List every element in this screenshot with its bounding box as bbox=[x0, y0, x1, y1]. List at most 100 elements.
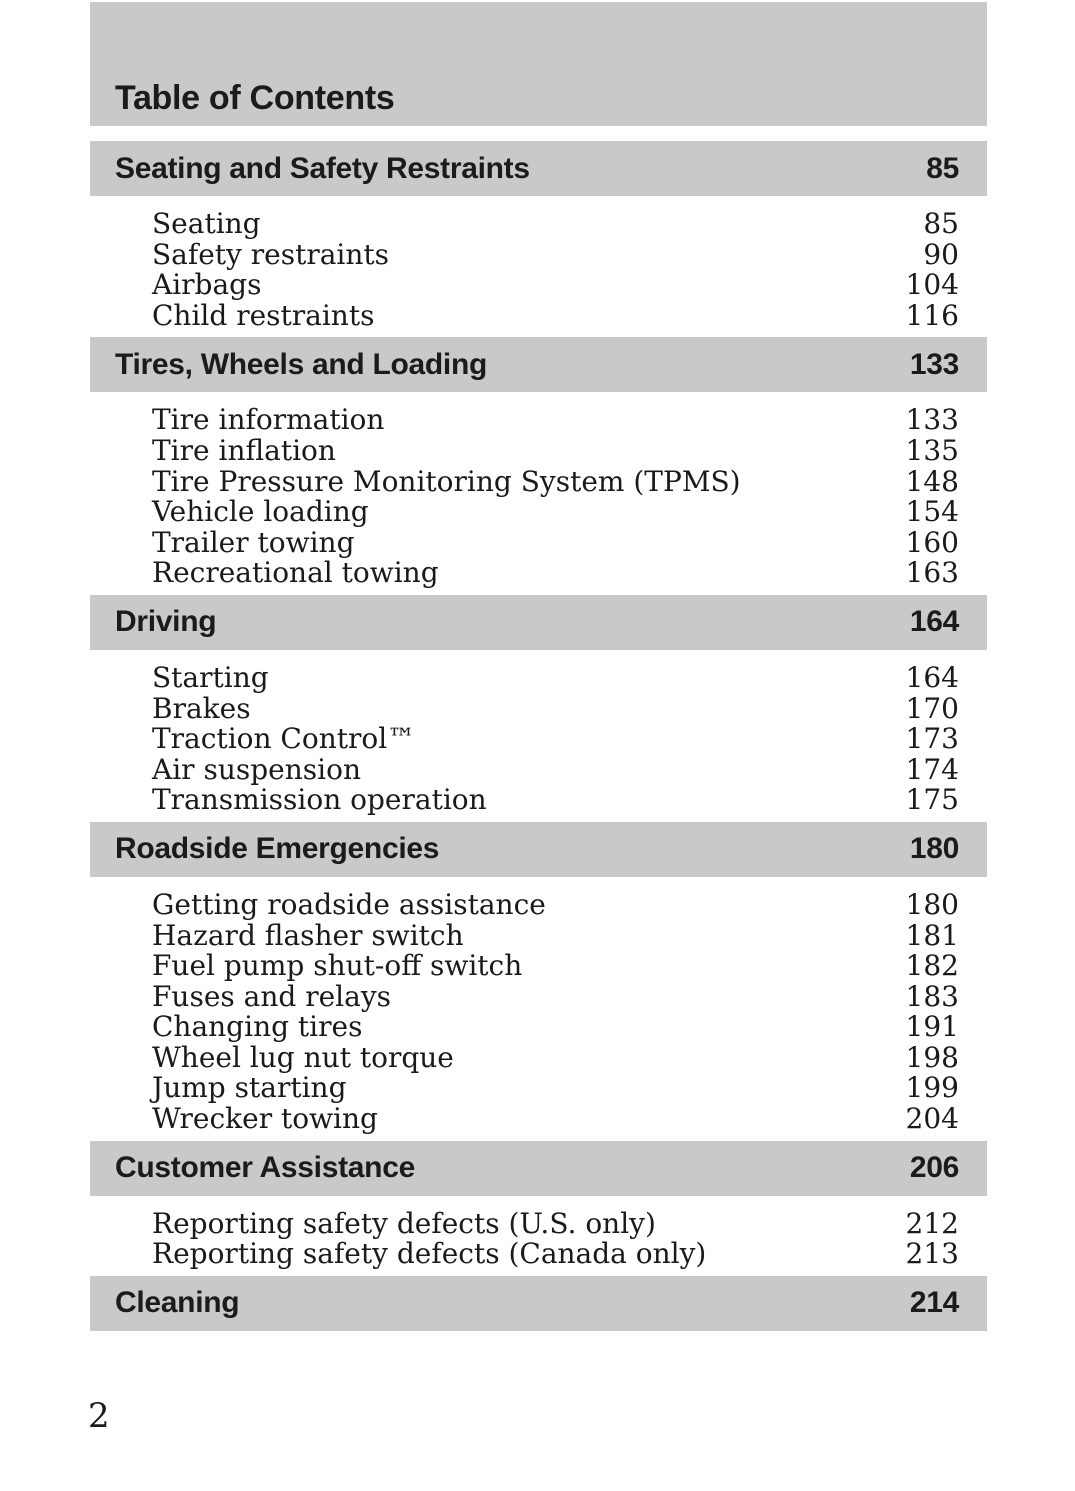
section-title: Roadside Emergencies bbox=[115, 832, 440, 866]
entry-page-number: 180 bbox=[905, 887, 959, 921]
footer-page-number: 2 bbox=[88, 1396, 110, 1436]
entry-label: Transmission operation bbox=[152, 783, 487, 817]
toc-entry: Jump starting 199 bbox=[152, 1073, 959, 1104]
toc-entry: Reporting safety defects (Canada only) 2… bbox=[152, 1239, 959, 1270]
entry-page-number: 174 bbox=[905, 752, 959, 786]
entry-page-number: 173 bbox=[905, 722, 959, 756]
entry-page-number: 116 bbox=[905, 298, 959, 332]
toc-entry: Vehicle loading 154 bbox=[152, 497, 959, 528]
entry-page-number: 170 bbox=[905, 691, 959, 725]
toc-entry: Tire inflation 135 bbox=[152, 433, 959, 467]
toc-entry: Fuses and relays 183 bbox=[152, 979, 959, 1013]
entry-label: Reporting safety defects (Canada only) bbox=[152, 1237, 707, 1271]
entry-label: Trailer towing bbox=[152, 525, 355, 559]
toc-entry: Tire Pressure Monitoring System (TPMS) 1… bbox=[152, 464, 959, 498]
entry-page-number: 181 bbox=[905, 918, 959, 952]
entry-label: Getting roadside assistance bbox=[152, 887, 546, 921]
section-title: Tires, Wheels and Loading bbox=[115, 347, 488, 381]
entry-label: Traction Control™ bbox=[152, 722, 416, 756]
toc-entry: Brakes 170 bbox=[152, 691, 959, 725]
section-header-customer-assistance: Customer Assistance 206 bbox=[90, 1140, 987, 1196]
section-entries: Reporting safety defects (U.S. only) 212… bbox=[90, 1196, 987, 1276]
entry-label: Tire inflation bbox=[152, 433, 336, 467]
section-title: Customer Assistance bbox=[115, 1151, 415, 1185]
toc-entry: Transmission operation 175 bbox=[152, 785, 959, 816]
entry-label: Reporting safety defects (U.S. only) bbox=[152, 1206, 656, 1240]
toc-entry: Seating 85 bbox=[152, 207, 959, 240]
entry-label: Safety restraints bbox=[152, 237, 390, 271]
page-title: Table of Contents bbox=[115, 79, 395, 117]
toc-entry: Safety restraints 90 bbox=[152, 237, 959, 271]
section-header-cleaning: Cleaning 214 bbox=[90, 1275, 987, 1331]
section-header-tires-wheels-and-loading: Tires, Wheels and Loading 133 bbox=[90, 337, 987, 393]
entry-page-number: 198 bbox=[905, 1040, 959, 1074]
toc-entry: Starting 164 bbox=[152, 660, 959, 694]
entry-page-number: 133 bbox=[905, 403, 959, 437]
section-title: Cleaning bbox=[115, 1286, 240, 1320]
section-page-number: 214 bbox=[909, 1286, 959, 1320]
section-title: Driving bbox=[115, 605, 217, 639]
toc-entry: Tire information 133 bbox=[152, 405, 959, 436]
toc-entry: Wheel lug nut torque 198 bbox=[152, 1040, 959, 1074]
section-header-roadside-emergencies: Roadside Emergencies 180 bbox=[90, 821, 987, 877]
entry-label: Fuses and relays bbox=[152, 979, 392, 1013]
section-title: Seating and Safety Restraints bbox=[115, 151, 530, 185]
entry-label: Child restraints bbox=[152, 298, 375, 332]
entry-page-number: 163 bbox=[905, 556, 959, 590]
toc-entry: Fuel pump shut-off switch 182 bbox=[152, 949, 959, 983]
toc-entry: Getting roadside assistance 180 bbox=[152, 887, 959, 921]
entry-label: Seating bbox=[152, 207, 261, 240]
entry-page-number: 204 bbox=[905, 1102, 959, 1136]
entry-page-number: 160 bbox=[905, 525, 959, 559]
toc-entry: Changing tires 191 bbox=[152, 1012, 959, 1043]
section-header-seating-and-safety-restraints: Seating and Safety Restraints 85 bbox=[90, 141, 987, 196]
toc-entry: Trailer towing 160 bbox=[152, 525, 959, 559]
section-page-number: 85 bbox=[926, 151, 959, 185]
entry-label: Vehicle loading bbox=[152, 495, 369, 529]
entry-page-number: 182 bbox=[905, 949, 959, 983]
toc-entry: Wrecker towing 204 bbox=[152, 1102, 959, 1136]
toc-entry: Reporting safety defects (U.S. only) 212 bbox=[152, 1206, 959, 1240]
section-entries: Seating 85 Safety restraints 90 Airbags … bbox=[90, 196, 987, 337]
entry-page-number: 199 bbox=[905, 1071, 959, 1105]
entry-label: Wrecker towing bbox=[152, 1102, 378, 1136]
entry-label: Airbags bbox=[152, 268, 262, 302]
entry-label: Brakes bbox=[152, 691, 251, 725]
entry-label: Changing tires bbox=[152, 1010, 363, 1044]
entry-label: Tire information bbox=[152, 403, 385, 437]
entry-page-number: 135 bbox=[905, 433, 959, 467]
toc-entry: Air suspension 174 bbox=[152, 752, 959, 786]
entry-page-number: 183 bbox=[905, 979, 959, 1013]
entry-label: Recreational towing bbox=[152, 556, 439, 590]
toc-entry: Hazard flasher switch 181 bbox=[152, 918, 959, 952]
section-entries: Starting 164 Brakes 170 Traction Control… bbox=[90, 650, 987, 822]
entry-page-number: 85 bbox=[923, 207, 959, 240]
entry-label: Tire Pressure Monitoring System (TPMS) bbox=[152, 464, 741, 498]
entry-page-number: 90 bbox=[923, 237, 959, 271]
entry-label: Starting bbox=[152, 660, 269, 694]
entry-label: Hazard flasher switch bbox=[152, 918, 464, 952]
section-entries: Getting roadside assistance 180 Hazard f… bbox=[90, 877, 987, 1141]
section-page-number: 133 bbox=[909, 347, 959, 381]
entry-page-number: 212 bbox=[905, 1206, 959, 1240]
entry-label: Jump starting bbox=[152, 1071, 347, 1105]
toc-entry: Airbags 104 bbox=[152, 270, 959, 301]
toc-entry: Child restraints 116 bbox=[152, 298, 959, 332]
toc-content-column: Table of Contents Seating and Safety Res… bbox=[90, 2, 987, 1331]
section-page-number: 164 bbox=[909, 605, 959, 639]
entry-page-number: 104 bbox=[905, 268, 959, 302]
section-header-driving: Driving 164 bbox=[90, 594, 987, 650]
entry-label: Air suspension bbox=[152, 752, 361, 786]
entry-label: Fuel pump shut-off switch bbox=[152, 949, 523, 983]
entry-label: Wheel lug nut torque bbox=[152, 1040, 454, 1074]
entry-page-number: 164 bbox=[905, 660, 959, 694]
entry-page-number: 191 bbox=[905, 1010, 959, 1044]
entry-page-number: 213 bbox=[905, 1237, 959, 1271]
toc-entry: Recreational towing 163 bbox=[152, 558, 959, 589]
entry-page-number: 154 bbox=[905, 495, 959, 529]
section-entries: Tire information 133 Tire inflation 135 … bbox=[90, 392, 987, 595]
section-page-number: 180 bbox=[909, 832, 959, 866]
toc-header-block: Table of Contents bbox=[90, 2, 987, 126]
entry-page-number: 148 bbox=[905, 464, 959, 498]
